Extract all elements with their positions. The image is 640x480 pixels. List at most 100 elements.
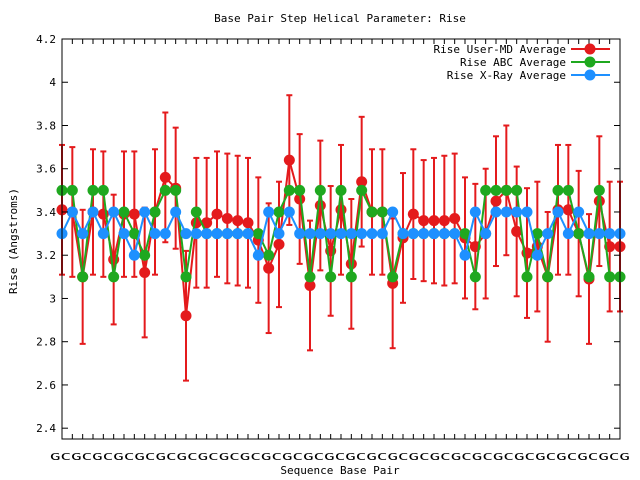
data-point bbox=[583, 271, 595, 283]
data-point bbox=[263, 249, 275, 261]
data-point bbox=[376, 206, 388, 218]
data-point bbox=[190, 228, 202, 240]
data-point bbox=[294, 228, 306, 240]
data-point bbox=[593, 195, 605, 207]
y-axis-label: Rise (Angstroms) bbox=[7, 188, 20, 294]
data-point bbox=[180, 228, 192, 240]
data-point bbox=[387, 271, 399, 283]
y-tick-label: 2.6 bbox=[36, 379, 56, 392]
chart-title: Base Pair Step Helical Parameter: Rise bbox=[214, 12, 466, 25]
data-point bbox=[335, 184, 347, 196]
data-point bbox=[97, 184, 109, 196]
data-point bbox=[108, 206, 120, 218]
y-tick-label: 3 bbox=[49, 292, 56, 305]
data-point bbox=[562, 204, 574, 216]
data-point bbox=[511, 225, 523, 237]
data-point bbox=[407, 228, 419, 240]
data-point bbox=[500, 206, 512, 218]
data-point bbox=[418, 215, 430, 227]
data-point bbox=[376, 228, 388, 240]
data-point bbox=[314, 199, 326, 211]
data-point bbox=[573, 228, 585, 240]
data-point bbox=[490, 184, 502, 196]
data-point bbox=[573, 206, 585, 218]
legend-label: Rise X-Ray Average bbox=[447, 69, 566, 82]
data-point bbox=[149, 206, 161, 218]
data-point bbox=[469, 206, 481, 218]
y-tick-label: 3.6 bbox=[36, 163, 56, 176]
data-point bbox=[128, 249, 140, 261]
x-tick-labels: GCGCGCGCGCGCGCGCGCGCGCGCGCGCGCGCGCGCGCGC… bbox=[50, 452, 630, 463]
data-point bbox=[211, 208, 223, 220]
data-point bbox=[521, 206, 533, 218]
data-point bbox=[449, 228, 461, 240]
data-point bbox=[252, 228, 264, 240]
data-point bbox=[108, 271, 120, 283]
data-point bbox=[139, 249, 151, 261]
data-point bbox=[211, 228, 223, 240]
legend-marker bbox=[584, 56, 596, 68]
data-point bbox=[77, 228, 89, 240]
data-point bbox=[294, 193, 306, 205]
data-point bbox=[304, 279, 316, 291]
data-point bbox=[283, 154, 295, 166]
data-point bbox=[593, 184, 605, 196]
data-point bbox=[170, 184, 182, 196]
data-point bbox=[87, 184, 99, 196]
data-point bbox=[397, 228, 409, 240]
y-tick-label: 4.2 bbox=[36, 33, 56, 46]
data-point bbox=[531, 249, 543, 261]
data-point bbox=[583, 228, 595, 240]
data-point bbox=[490, 195, 502, 207]
y-tick-label: 2.8 bbox=[36, 336, 56, 349]
data-point bbox=[283, 206, 295, 218]
legend-label: Rise ABC Average bbox=[460, 56, 566, 69]
data-point bbox=[345, 228, 357, 240]
y-tick-label: 3.4 bbox=[36, 206, 56, 219]
data-point bbox=[294, 184, 306, 196]
data-point bbox=[77, 271, 89, 283]
data-point bbox=[263, 206, 275, 218]
data-point bbox=[128, 228, 140, 240]
data-point bbox=[418, 228, 430, 240]
axes: 2.4 2.6 2.8 3 3.2 3.4 3.6 3.8 4 4.2 GCGCGCGCGCGCGC… bbox=[36, 33, 630, 463]
data-point bbox=[438, 228, 450, 240]
data-point bbox=[366, 228, 378, 240]
data-point bbox=[387, 206, 399, 218]
data-point bbox=[118, 206, 130, 218]
data-point bbox=[314, 184, 326, 196]
data-point bbox=[273, 206, 285, 218]
legend-marker bbox=[584, 43, 596, 55]
data-point bbox=[314, 228, 326, 240]
data-point bbox=[480, 184, 492, 196]
data-point bbox=[500, 184, 512, 196]
data-point bbox=[449, 212, 461, 224]
y-tick-label: 3.2 bbox=[36, 249, 56, 262]
data-point bbox=[469, 271, 481, 283]
data-point bbox=[356, 176, 368, 188]
data-point bbox=[428, 228, 440, 240]
data-point bbox=[345, 271, 357, 283]
plot-area bbox=[56, 94, 626, 382]
data-point bbox=[139, 206, 151, 218]
data-point bbox=[242, 228, 254, 240]
data-point bbox=[552, 206, 564, 218]
data-point bbox=[87, 206, 99, 218]
data-point bbox=[118, 228, 130, 240]
data-point bbox=[438, 215, 450, 227]
data-point bbox=[66, 184, 78, 196]
data-point bbox=[159, 184, 171, 196]
legend-label: Rise User-MD Average bbox=[434, 43, 566, 56]
data-point bbox=[180, 310, 192, 322]
data-point bbox=[159, 228, 171, 240]
data-point bbox=[263, 262, 275, 274]
data-point bbox=[325, 271, 337, 283]
data-point bbox=[201, 228, 213, 240]
data-point bbox=[325, 228, 337, 240]
series-2 bbox=[56, 206, 626, 261]
data-point bbox=[459, 249, 471, 261]
data-point bbox=[511, 184, 523, 196]
data-point bbox=[531, 228, 543, 240]
